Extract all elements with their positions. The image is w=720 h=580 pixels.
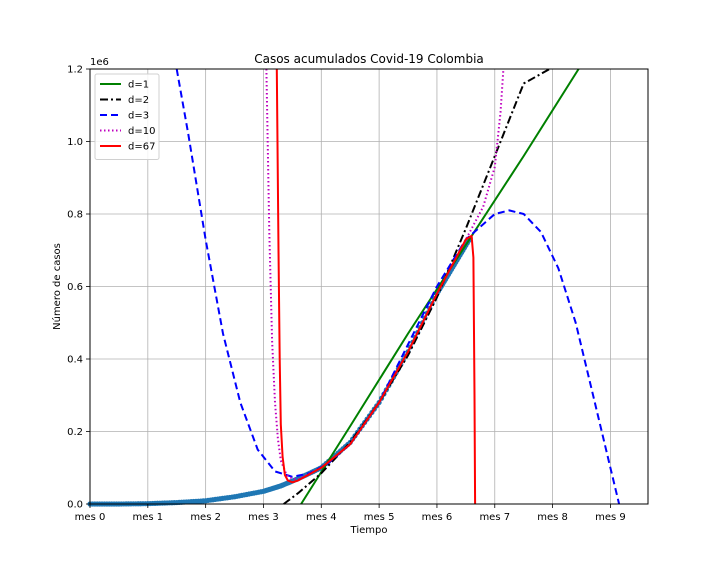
x-axis-label: Tiempo: [350, 525, 388, 536]
legend-label: d=2: [128, 95, 149, 106]
x-tick-label: mes 5: [364, 512, 395, 523]
series-line-d3: [175, 68, 621, 505]
y-tick-label: 0.6: [67, 282, 83, 293]
legend-label: d=1: [128, 80, 149, 91]
legend-label: d=10: [128, 126, 155, 137]
x-tick-label: mes 3: [248, 512, 279, 523]
y-tick-label: 0.0: [67, 500, 83, 511]
x-tick-label: mes 8: [537, 512, 568, 523]
x-axis-ticks: mes 0 mes 1 mes 2 mes 3 mes 4 mes 5 mes 6 mes 7…: [75, 504, 626, 523]
legend: d=1 d=2 d=3 d=10 d=67: [94, 73, 160, 160]
series-line-d67: [275, 68, 477, 505]
y-axis-ticks: 0.0 0.2 0.4 0.6 0.8 1.0 1.2: [67, 65, 90, 511]
y-offset-text: 1e6: [90, 57, 109, 68]
x-tick-label: mes 0: [75, 512, 106, 523]
legend-label: d=3: [128, 111, 149, 122]
y-tick-label: 1.0: [67, 137, 83, 148]
legend-box: [94, 73, 160, 160]
x-tick-label: mes 6: [422, 512, 453, 523]
x-tick-label: mes 4: [306, 512, 337, 523]
y-tick-label: 1.2: [67, 65, 83, 76]
x-tick-label: mes 2: [190, 512, 221, 523]
series-line-d2: [283, 68, 551, 505]
y-axis-label: Número de casos: [51, 243, 63, 330]
y-tick-label: 0.2: [67, 427, 83, 438]
x-tick-label: mes 1: [132, 512, 163, 523]
series-lines: [175, 68, 621, 505]
series-line-d1: [300, 68, 580, 505]
chart-title: Casos acumulados Covid-19 Colombia: [254, 52, 484, 66]
legend-label: d=67: [128, 142, 155, 153]
x-tick-label: mes 9: [595, 512, 626, 523]
x-tick-label: mes 7: [479, 512, 510, 523]
y-tick-label: 0.4: [67, 355, 83, 366]
y-tick-label: 0.8: [67, 210, 83, 221]
